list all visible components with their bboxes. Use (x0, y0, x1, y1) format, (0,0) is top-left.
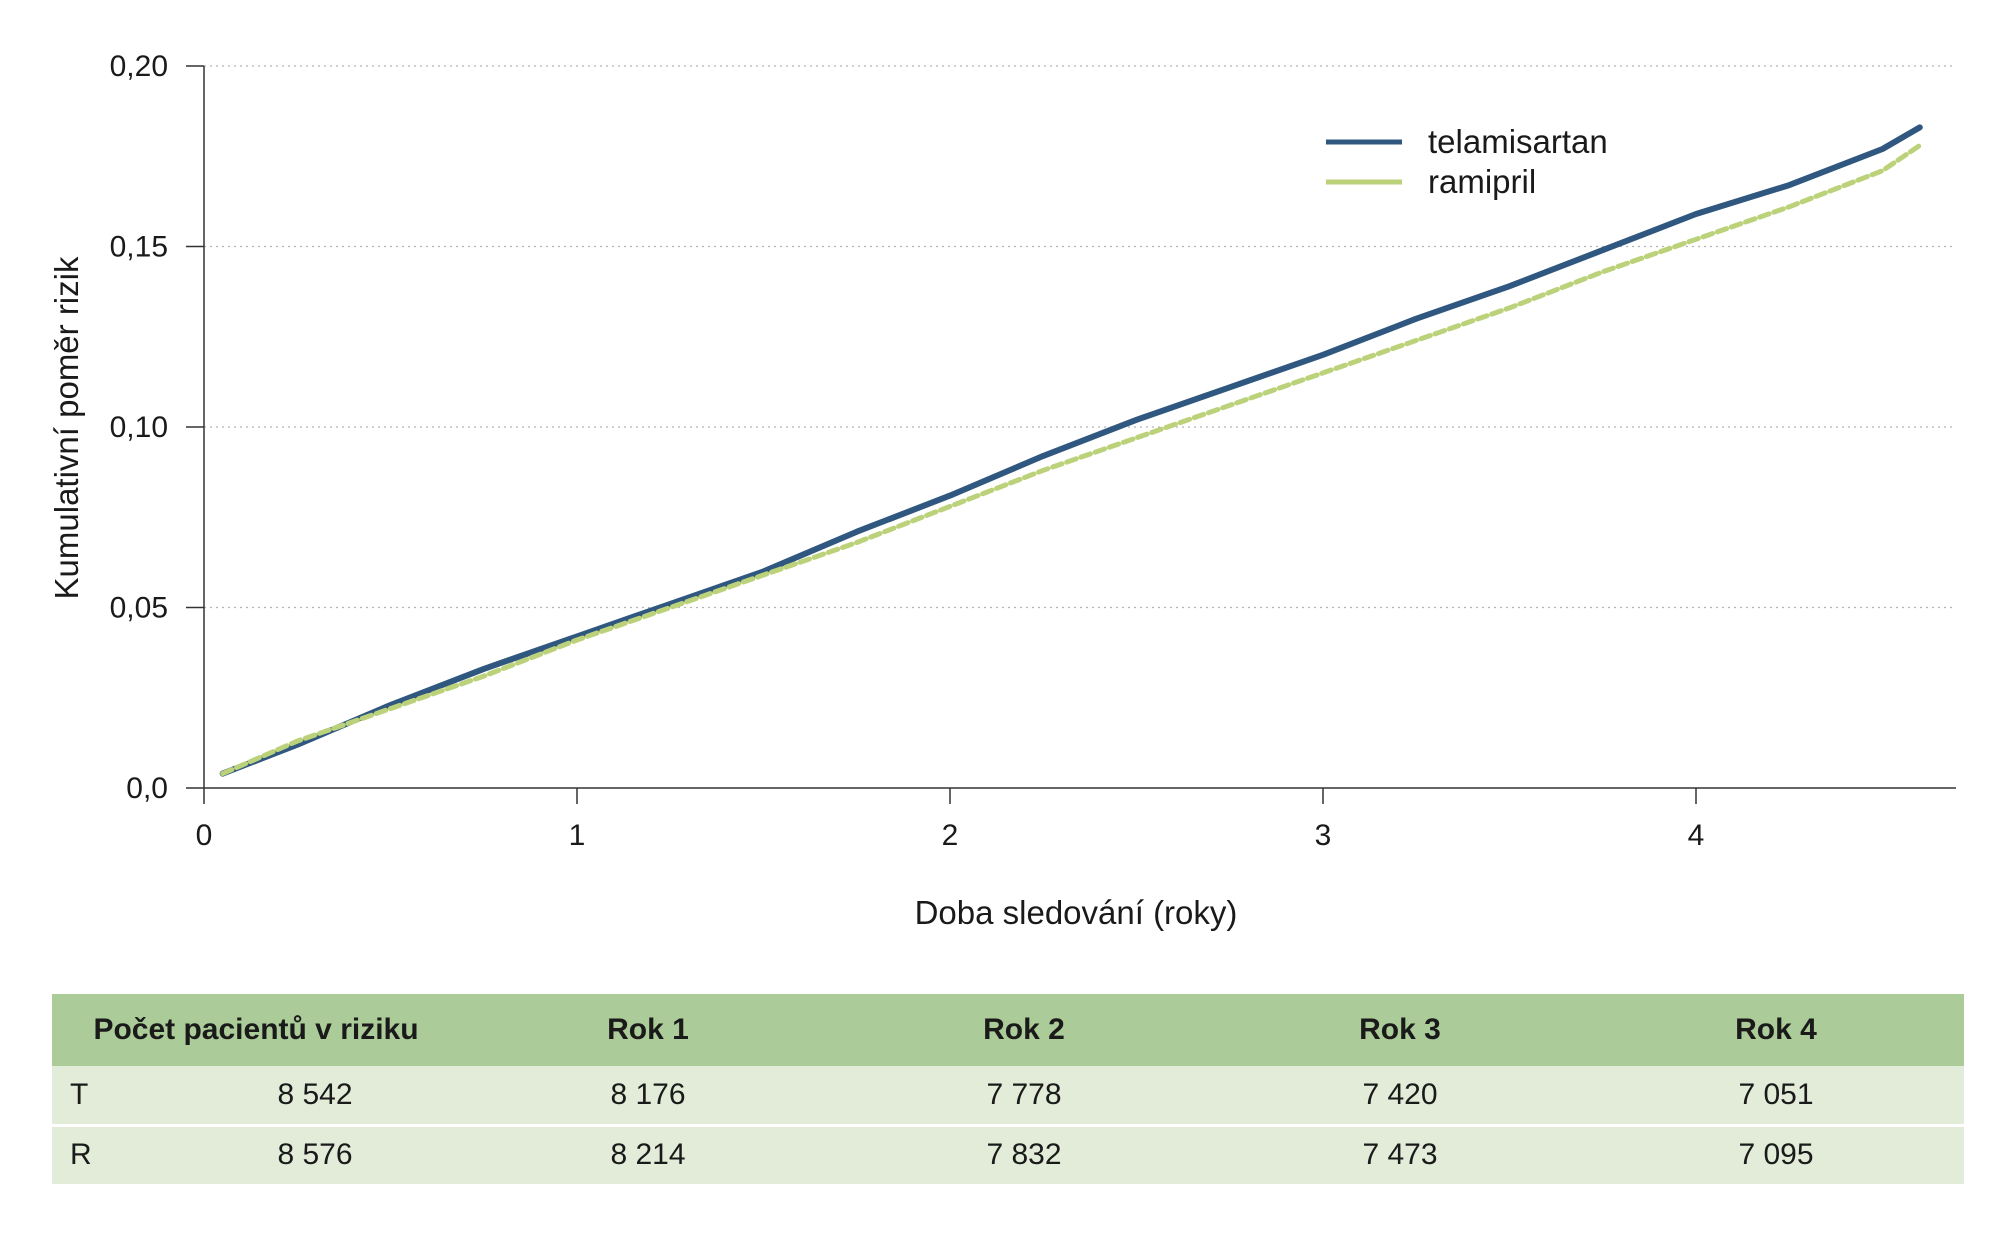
table-cell: 8 576 (277, 1138, 353, 1172)
y-tick-label: 0,10 (110, 411, 168, 444)
table-cell: 7 420 (1362, 1077, 1438, 1111)
table-header-cell: Rok 1 (607, 1013, 689, 1046)
table-cell: 7 051 (1738, 1077, 1814, 1111)
x-tick-label: 2 (942, 819, 959, 852)
x-axis-ticks: 0 1 2 3 4 (196, 788, 1705, 852)
x-tick-label: 1 (569, 819, 586, 852)
cumulative-hazard-chart: 0,0 0,05 0,10 0,15 0,20 0 1 2 3 4 Doba sledování… (48, 50, 1956, 931)
x-axis-title: Doba sledování (roky) (915, 894, 1238, 931)
table-header-cell: Rok 3 (1359, 1013, 1441, 1046)
series-lines (219, 124, 1923, 777)
table-header-cell: Rok 2 (983, 1013, 1065, 1046)
table-cell: 7 832 (986, 1138, 1062, 1172)
x-tick-label: 3 (1315, 819, 1332, 852)
y-tick-label: 0,05 (110, 592, 168, 625)
row-label: R (70, 1138, 92, 1172)
series-line-telamisartan (219, 124, 1923, 777)
legend-label: ramipril (1428, 163, 1536, 200)
y-axis-ticks: 0,0 0,05 0,10 0,15 0,20 (110, 50, 204, 805)
table-cell: 8 176 (610, 1077, 686, 1111)
series-line-ramipril (220, 142, 1923, 777)
table-cell: 7 095 (1738, 1138, 1814, 1172)
x-tick-label: 0 (196, 819, 213, 852)
table-row-telmisartan: T 8 542 8 176 7 778 7 420 7 051 (52, 1066, 1964, 1125)
table-cell: 7 473 (1362, 1138, 1438, 1172)
table-header-cell: Rok 4 (1735, 1013, 1817, 1046)
patients-at-risk-table: Počet pacientů v riziku Rok 1 Rok 2 Rok … (52, 994, 1964, 1184)
table-cell: 7 778 (986, 1077, 1062, 1111)
table-cell: 8 542 (277, 1077, 353, 1111)
table-row-ramipril: R 8 576 8 214 7 832 7 473 7 095 (52, 1125, 1964, 1184)
table-cell: 8 214 (610, 1138, 686, 1172)
y-axis-title: Kumulativní poměr rizik (48, 256, 85, 599)
grid-lines (204, 65, 1956, 609)
y-tick-label: 0,0 (126, 772, 168, 805)
row-label: T (70, 1077, 89, 1111)
y-tick-label: 0,20 (110, 50, 168, 83)
y-tick-label: 0,15 (110, 231, 168, 264)
table-header-cell: Počet pacientů v riziku (93, 1013, 419, 1046)
table-header-row: Počet pacientů v riziku Rok 1 Rok 2 Rok … (52, 994, 1964, 1066)
legend-label: telamisartan (1428, 123, 1608, 160)
x-tick-label: 4 (1688, 819, 1705, 852)
